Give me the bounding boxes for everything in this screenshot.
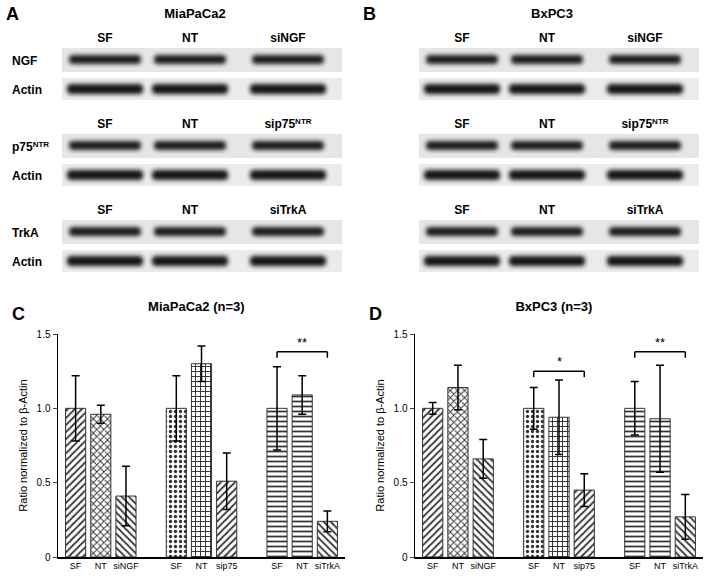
- svg-text:*: *: [557, 354, 562, 369]
- svg-text:Actin: Actin: [12, 83, 42, 97]
- svg-text:1.5: 1.5: [394, 329, 408, 340]
- svg-text:siTrkA: siTrkA: [270, 203, 307, 217]
- svg-text:SF: SF: [528, 561, 540, 571]
- svg-text:Actin: Actin: [12, 169, 42, 183]
- svg-text:SF: SF: [271, 561, 283, 571]
- svg-text:C: C: [12, 304, 25, 324]
- svg-text:NT: NT: [452, 561, 464, 571]
- svg-text:NT: NT: [182, 117, 199, 131]
- svg-text:SF: SF: [629, 561, 641, 571]
- svg-text:1.0: 1.0: [394, 403, 408, 414]
- svg-text:0.5: 0.5: [37, 477, 51, 488]
- svg-text:siTrkA: siTrkA: [627, 203, 664, 217]
- svg-text:sip75: sip75: [216, 561, 238, 571]
- svg-text:siNGF: siNGF: [270, 31, 305, 45]
- svg-text:D: D: [369, 304, 382, 324]
- svg-text:NT: NT: [95, 561, 107, 571]
- svg-text:0: 0: [402, 552, 408, 563]
- svg-text:SF: SF: [454, 31, 469, 45]
- svg-text:Ratio normalized to β-Actin: Ratio normalized to β-Actin: [374, 379, 386, 511]
- svg-text:NT: NT: [182, 31, 199, 45]
- svg-text:BxPC3 (n=3): BxPC3 (n=3): [515, 299, 592, 314]
- svg-text:sip75: sip75: [574, 561, 596, 571]
- svg-text:SF: SF: [454, 117, 469, 131]
- svg-text:A: A: [6, 4, 19, 24]
- svg-text:NT: NT: [553, 561, 565, 571]
- svg-text:sip75NTR: sip75NTR: [264, 117, 311, 132]
- svg-text:sip75NTR: sip75NTR: [621, 117, 668, 132]
- svg-text:MiaPaCa2: MiaPaCa2: [164, 6, 225, 21]
- svg-text:NGF: NGF: [12, 54, 37, 68]
- svg-text:**: **: [655, 335, 665, 350]
- svg-text:siTrkA: siTrkA: [315, 561, 340, 571]
- svg-text:BxPC3: BxPC3: [531, 6, 573, 21]
- svg-text:NT: NT: [196, 561, 208, 571]
- svg-text:siNGF: siNGF: [113, 561, 139, 571]
- svg-text:SF: SF: [97, 31, 112, 45]
- svg-text:1.5: 1.5: [37, 329, 51, 340]
- svg-text:NT: NT: [296, 561, 308, 571]
- svg-text:SF: SF: [97, 117, 112, 131]
- svg-text:1.0: 1.0: [37, 403, 51, 414]
- svg-text:NT: NT: [654, 561, 666, 571]
- svg-text:SF: SF: [70, 561, 82, 571]
- svg-text:siNGF: siNGF: [470, 561, 496, 571]
- svg-text:SF: SF: [171, 561, 183, 571]
- svg-text:0: 0: [45, 552, 51, 563]
- svg-text:B: B: [363, 4, 376, 24]
- svg-text:NT: NT: [539, 203, 556, 217]
- svg-text:NT: NT: [539, 117, 556, 131]
- svg-text:siNGF: siNGF: [627, 31, 662, 45]
- svg-text:SF: SF: [454, 203, 469, 217]
- svg-text:**: **: [297, 335, 307, 350]
- svg-text:MiaPaCa2 (n=3): MiaPaCa2 (n=3): [148, 299, 244, 314]
- svg-text:NT: NT: [539, 31, 556, 45]
- svg-text:Actin: Actin: [12, 255, 42, 269]
- svg-text:NT: NT: [182, 203, 199, 217]
- svg-text:siTrkA: siTrkA: [673, 561, 698, 571]
- svg-text:TrkA: TrkA: [12, 226, 39, 240]
- svg-text:0.5: 0.5: [394, 477, 408, 488]
- svg-text:SF: SF: [97, 203, 112, 217]
- svg-text:p75NTR: p75NTR: [12, 140, 49, 155]
- svg-text:Ratio normalized to β-Actin: Ratio normalized to β-Actin: [17, 379, 29, 511]
- svg-text:SF: SF: [427, 561, 439, 571]
